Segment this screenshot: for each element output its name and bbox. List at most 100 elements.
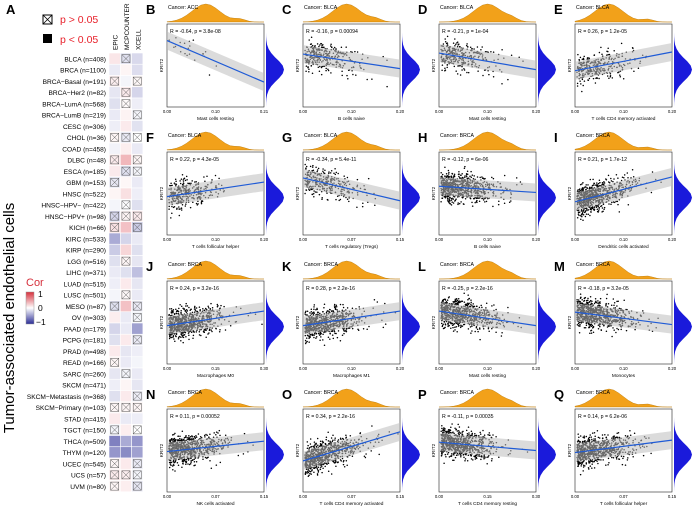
heatmap-cell xyxy=(120,322,132,335)
ns-cross-box xyxy=(110,155,119,165)
ns-cross-box xyxy=(110,178,119,187)
scatter-point xyxy=(623,176,625,179)
scatter-point xyxy=(355,74,357,76)
scatter-point xyxy=(305,65,308,67)
scatter-point xyxy=(313,306,315,308)
scatter-point xyxy=(305,341,307,344)
scatter-point xyxy=(592,184,595,186)
scatter-point xyxy=(440,176,442,178)
panel-label: D xyxy=(418,2,427,17)
scatter-point xyxy=(182,179,185,181)
scatter-point xyxy=(199,310,201,312)
scatter-point xyxy=(480,304,482,307)
filled-box-icon xyxy=(43,34,52,43)
scatter-point xyxy=(345,329,347,331)
stat-annotation: R = -0.64, p = 3.8e-08 xyxy=(170,29,221,35)
scatter-point xyxy=(600,46,602,49)
scatter-point xyxy=(622,77,625,80)
scatter-point xyxy=(452,176,454,179)
scatter-point xyxy=(610,203,612,205)
ns-cross-line xyxy=(133,155,142,165)
scatter-point xyxy=(603,182,606,184)
heatmap-cell xyxy=(108,108,121,121)
scatter-point xyxy=(329,309,331,311)
ns-cross-box xyxy=(132,211,142,221)
scatter-point xyxy=(469,197,471,199)
scatter-point xyxy=(596,210,599,213)
scatter-point xyxy=(322,310,324,313)
scatter-point xyxy=(459,326,462,329)
scatter-point xyxy=(316,169,319,171)
heatmap-row-label: BRCA−Basal (n=191) xyxy=(43,79,106,86)
scatter-point xyxy=(472,177,475,180)
scatter-point xyxy=(459,301,462,303)
scatter-point xyxy=(617,177,619,179)
scatter-point xyxy=(198,331,201,333)
x-axis-label: B cells naive xyxy=(474,244,501,250)
scatter-point xyxy=(593,182,595,185)
scatter-point xyxy=(461,69,463,71)
ns-cross-box xyxy=(110,425,119,435)
scatter-point xyxy=(185,302,187,305)
scatter-point xyxy=(304,192,306,195)
scatter-point xyxy=(445,172,448,175)
scatter-point xyxy=(611,201,613,204)
scatter-point xyxy=(169,334,171,336)
heatmap-cell xyxy=(108,187,121,200)
heatmap-row-label: BRCA−Her2 (n=82) xyxy=(48,90,106,97)
ns-cross-line xyxy=(110,223,119,232)
scatter-point xyxy=(192,337,194,339)
stat-annotation: R = 0.24, p = 3.2e-16 xyxy=(170,286,219,292)
scatter-point xyxy=(589,178,592,181)
heatmap-row-label: UVM (n=80) xyxy=(70,484,106,491)
scatter-point xyxy=(453,173,456,176)
scatter-point xyxy=(501,48,503,51)
scatter-point xyxy=(316,191,318,193)
heatmap-row-label: SKCM (n=471) xyxy=(62,383,106,390)
scatter-point xyxy=(579,189,582,192)
y-density xyxy=(402,24,420,107)
scatter-point xyxy=(308,337,310,340)
scatter-point xyxy=(206,309,208,311)
regression-line xyxy=(166,181,265,198)
ns-cross-line xyxy=(110,301,119,311)
scatter-point xyxy=(447,169,450,172)
scatter-point xyxy=(650,191,653,194)
scatter-point xyxy=(196,204,199,206)
x-tick-label: 0.20 xyxy=(668,109,677,114)
heatmap-row-label: PCPG (n=181) xyxy=(63,338,106,345)
ns-cross-box xyxy=(132,470,142,480)
scatter-point xyxy=(172,309,175,311)
scatter-point xyxy=(356,206,358,209)
scatter-point xyxy=(310,36,313,39)
heatmap-cell xyxy=(120,435,132,448)
heatmap-cell xyxy=(108,63,121,76)
scatter-point xyxy=(606,50,608,53)
scatter-point xyxy=(603,208,605,211)
scatter-point xyxy=(581,90,583,93)
scatter-point xyxy=(586,187,589,189)
scatter-point xyxy=(469,175,471,178)
scatter-point xyxy=(631,168,634,171)
scatter-point xyxy=(343,328,345,331)
scatter-point xyxy=(592,178,594,181)
scatter-point xyxy=(312,164,314,167)
scatter-point xyxy=(637,67,640,70)
scatter-point xyxy=(477,70,479,72)
x-tick-label: 0.10 xyxy=(211,237,220,242)
scatter-point xyxy=(308,68,310,70)
scatter-point xyxy=(618,211,621,213)
panel-label-A: A xyxy=(6,2,16,17)
y-density xyxy=(266,152,284,235)
scatter-point xyxy=(315,309,317,311)
scatter-point xyxy=(206,175,208,178)
scatter-point xyxy=(182,182,185,185)
scatter-point xyxy=(481,177,484,180)
scatter-point xyxy=(350,51,352,53)
scatter-point xyxy=(311,312,314,314)
heatmap-cell xyxy=(120,266,132,279)
scatter-point xyxy=(188,306,190,309)
scatter-point xyxy=(168,205,170,208)
